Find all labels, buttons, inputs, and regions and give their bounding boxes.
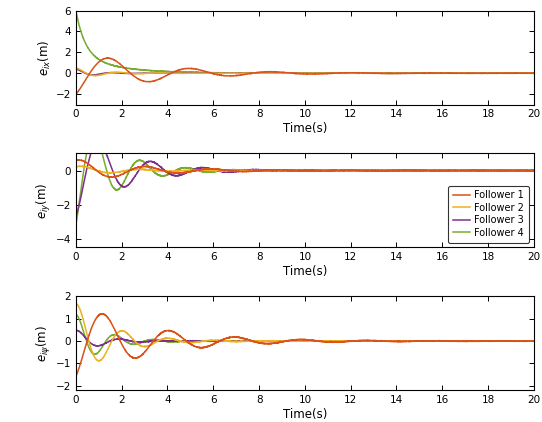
Follower 2 xyxy=(303,168,309,173)
Follower 2 xyxy=(164,169,170,174)
X-axis label: Time(s): Time(s) xyxy=(283,122,327,135)
Line: Follower 3: Follower 3 xyxy=(76,141,534,216)
Y-axis label: $e_{ix}$(m): $e_{ix}$(m) xyxy=(37,39,53,76)
Follower 1 xyxy=(164,169,170,174)
Follower 3 xyxy=(73,214,79,219)
Follower 1 xyxy=(73,158,79,163)
Follower 2 xyxy=(384,168,391,173)
Follower 1 xyxy=(137,164,144,169)
Follower 1 xyxy=(531,168,537,173)
Line: Follower 2: Follower 2 xyxy=(76,166,534,173)
Follower 4 xyxy=(273,168,279,173)
Follower 3 xyxy=(303,168,309,173)
Follower 3 xyxy=(94,139,101,144)
Follower 4 xyxy=(531,168,537,173)
X-axis label: Time(s): Time(s) xyxy=(283,408,327,421)
Follower 2 xyxy=(531,168,537,173)
Follower 2 xyxy=(73,164,79,169)
Follower 1 xyxy=(268,168,274,173)
Follower 2 xyxy=(268,168,274,173)
Follower 3 xyxy=(164,170,170,175)
Follower 2 xyxy=(76,164,83,169)
Follower 2 xyxy=(273,168,279,173)
Follower 2 xyxy=(106,170,113,176)
Follower 1 xyxy=(76,157,82,162)
Follower 3 xyxy=(531,168,537,173)
Legend: Follower 1, Follower 2, Follower 3, Follower 4: Follower 1, Follower 2, Follower 3, Foll… xyxy=(448,186,529,243)
Follower 4 xyxy=(91,131,97,136)
Line: Follower 4: Follower 4 xyxy=(76,134,534,225)
Follower 3 xyxy=(384,168,391,173)
Line: Follower 1: Follower 1 xyxy=(76,160,534,177)
Follower 4 xyxy=(384,168,391,173)
Y-axis label: $e_{iy}$(m): $e_{iy}$(m) xyxy=(35,182,53,219)
Follower 2 xyxy=(137,167,144,172)
Follower 1 xyxy=(384,168,391,173)
Follower 3 xyxy=(273,168,279,173)
Follower 4 xyxy=(303,168,309,173)
Follower 3 xyxy=(268,168,274,173)
Follower 4 xyxy=(164,173,170,178)
Follower 1 xyxy=(108,175,114,180)
Y-axis label: $e_{i\psi}$(m): $e_{i\psi}$(m) xyxy=(35,325,53,362)
Follower 4 xyxy=(268,168,274,173)
Follower 1 xyxy=(303,168,309,173)
Follower 4 xyxy=(73,222,79,227)
Follower 1 xyxy=(273,168,279,173)
Follower 3 xyxy=(137,166,144,171)
X-axis label: Time(s): Time(s) xyxy=(283,265,327,278)
Follower 4 xyxy=(137,158,144,163)
